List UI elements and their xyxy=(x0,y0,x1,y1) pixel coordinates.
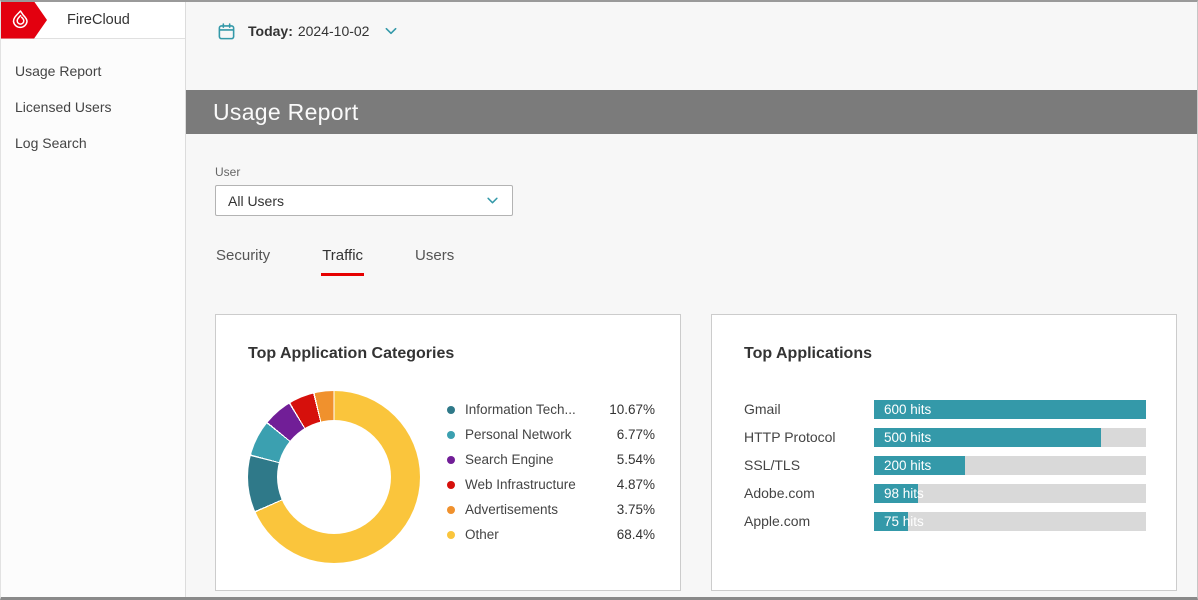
legend-item-other: Other 68.4% xyxy=(447,522,655,547)
user-select-value: All Users xyxy=(228,192,285,209)
legend-item-information-tech: Information Tech... 10.67% xyxy=(447,397,655,422)
legend-value: 6.77% xyxy=(616,427,655,442)
bar-row-ssl-tls: SSL/TLS 200 hits xyxy=(744,451,1146,479)
legend-item-search-engine: Search Engine 5.54% xyxy=(447,447,655,472)
tab-users[interactable]: Users xyxy=(415,247,455,264)
chevron-down-icon[interactable] xyxy=(383,23,399,39)
legend-dot xyxy=(447,480,455,489)
legend-value: 3.75% xyxy=(616,502,655,517)
legend-label: Personal Network xyxy=(465,427,572,442)
tabs: Security Traffic Users xyxy=(215,247,1177,277)
brand-header: FireCloud xyxy=(1,2,185,39)
bar-track: 200 hits xyxy=(874,455,1146,475)
page-titlebar: Usage Report xyxy=(186,90,1197,134)
brand-flag xyxy=(1,2,47,39)
bar-fill xyxy=(874,483,919,503)
donut-chart-wrap: Information Tech... 10.67% Personal Networ… xyxy=(248,391,655,563)
donut-legend: Information Tech... 10.67% Personal Networ… xyxy=(447,397,655,563)
bar-value-label: 600 hits xyxy=(884,401,932,417)
sidebar-item-log-search[interactable]: Log Search xyxy=(15,135,87,151)
legend-item-personal-network: Personal Network 6.77% xyxy=(447,422,655,447)
legend-value: 68.4% xyxy=(616,527,655,542)
date-label: Today: xyxy=(248,23,293,39)
cards-row: Top Application Categories Information T… xyxy=(215,314,1177,591)
chevron-down-icon xyxy=(485,193,500,208)
content: User All Users Security Traffic Users Top … xyxy=(186,134,1197,597)
date-value: 2024-10-02 xyxy=(297,23,370,39)
bar-category-label: SSL/TLS xyxy=(744,457,801,473)
date-picker[interactable]: Today: 2024-10-02 xyxy=(186,6,1197,56)
page-title: Usage Report xyxy=(213,98,359,125)
donut-hole xyxy=(277,420,391,534)
legend-label: Other xyxy=(465,527,499,542)
bar-track: 600 hits xyxy=(874,399,1146,419)
bar-value-label: 200 hits xyxy=(884,457,932,473)
bar-value-label: 75 hits xyxy=(884,513,924,529)
legend-dot xyxy=(447,530,455,539)
bar-value-label: 500 hits xyxy=(884,429,932,445)
sidebar: FireCloud Usage Report Licensed Users Log … xyxy=(1,2,186,597)
bar-fill xyxy=(874,511,908,531)
card-top-application-categories: Top Application Categories Information T… xyxy=(215,314,681,591)
bar-row-apple-com: Apple.com 75 hits xyxy=(744,507,1146,535)
sidebar-item-licensed-users[interactable]: Licensed Users xyxy=(15,99,112,115)
calendar-icon xyxy=(217,22,236,41)
bar-track: 75 hits xyxy=(874,511,1146,531)
flame-logo-icon xyxy=(8,8,32,32)
bar-track: 500 hits xyxy=(874,427,1146,447)
main-area: Today: 2024-10-02 Usage Report User All … xyxy=(186,2,1197,597)
donut-chart xyxy=(248,391,420,563)
bar-fill xyxy=(874,455,965,475)
brand-name: FireCloud xyxy=(67,12,130,28)
bar-track: 98 hits xyxy=(874,483,1146,503)
legend-label: Advertisements xyxy=(465,502,559,517)
bar-fill xyxy=(874,399,1146,419)
card-top-applications: Top Applications Gmail 600 hits HTTP Proto… xyxy=(711,314,1177,591)
legend-label: Search Engine xyxy=(465,452,554,467)
legend-dot xyxy=(447,455,455,464)
bar-category-label: Adobe.com xyxy=(744,485,815,501)
legend-value: 4.87% xyxy=(616,477,655,492)
bar-category-label: Gmail xyxy=(744,401,781,417)
user-select[interactable]: All Users xyxy=(215,185,513,216)
legend-item-advertisements: Advertisements 3.75% xyxy=(447,497,655,522)
legend-label: Web Infrastructure xyxy=(465,477,576,492)
user-filter-label: User xyxy=(215,165,241,179)
legend-item-web-infrastructure: Web Infrastructure 4.87% xyxy=(447,472,655,497)
card-title: Top Applications xyxy=(744,345,872,362)
legend-dot xyxy=(447,505,455,514)
tab-traffic[interactable]: Traffic xyxy=(321,247,365,276)
bar-category-label: HTTP Protocol xyxy=(744,429,836,445)
sidebar-nav: Usage Report Licensed Users Log Search xyxy=(1,39,185,161)
legend-label: Information Tech... xyxy=(465,402,576,417)
card-title: Top Application Categories xyxy=(248,345,455,362)
legend-dot xyxy=(447,430,455,439)
bar-row-adobe-com: Adobe.com 98 hits xyxy=(744,479,1146,507)
legend-value: 10.67% xyxy=(609,402,655,417)
tab-security[interactable]: Security xyxy=(216,247,271,264)
bar-row-http-protocol: HTTP Protocol 500 hits xyxy=(744,423,1146,451)
legend-dot xyxy=(447,405,455,414)
bar-chart: Gmail 600 hits HTTP Protocol 500 hits SSL/TL… xyxy=(744,395,1146,535)
bar-fill xyxy=(874,427,1101,447)
bar-value-label: 98 hits xyxy=(884,485,924,501)
sidebar-item-usage-report[interactable]: Usage Report xyxy=(15,63,102,79)
bar-category-label: Apple.com xyxy=(744,513,811,529)
legend-value: 5.54% xyxy=(616,452,655,467)
bar-row-gmail: Gmail 600 hits xyxy=(744,395,1146,423)
